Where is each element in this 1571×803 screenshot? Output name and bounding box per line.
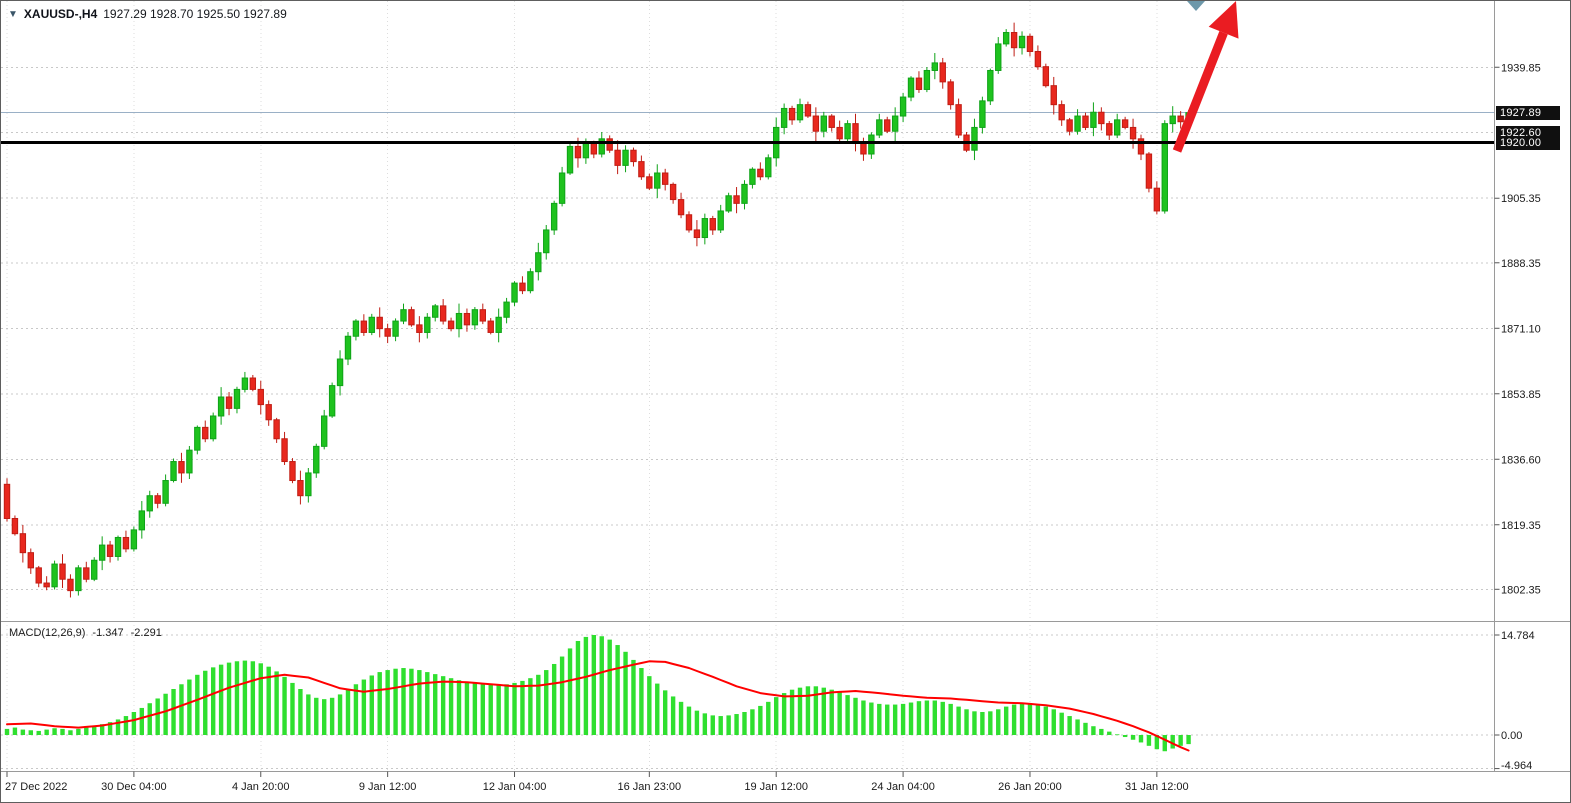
- svg-text:26 Jan 20:00: 26 Jan 20:00: [998, 781, 1062, 793]
- svg-text:-4.964: -4.964: [1501, 760, 1532, 772]
- svg-text:1836.60: 1836.60: [1501, 454, 1541, 466]
- svg-text:1871.10: 1871.10: [1501, 323, 1541, 335]
- macd-signal-line: [6, 660, 1190, 752]
- level-price-label: 1920.00: [1496, 135, 1560, 150]
- symbol-dropdown-icon[interactable]: ▼: [8, 8, 18, 20]
- svg-text:27 Dec 2022: 27 Dec 2022: [5, 781, 67, 793]
- svg-text:1853.85: 1853.85: [1501, 389, 1541, 401]
- up-arrow-annotation[interactable]: [1172, 1, 1239, 153]
- svg-text:12 Jan 04:00: 12 Jan 04:00: [483, 781, 547, 793]
- current-price-label: 1927.89: [1496, 105, 1560, 120]
- macd-value-main: -1.347: [92, 627, 124, 639]
- candlestick-series: [3, 22, 1192, 598]
- svg-text:4 Jan 20:00: 4 Jan 20:00: [232, 781, 290, 793]
- macd-indicator-label: MACD(12,26,9) -1.347 -2.291: [9, 627, 162, 639]
- horizontal-grid: [1, 66, 1494, 770]
- object-anchor-marker[interactable]: [1187, 1, 1205, 11]
- svg-text:1802.35: 1802.35: [1501, 584, 1541, 596]
- svg-text:1819.35: 1819.35: [1501, 520, 1541, 532]
- symbol-title: XAUUSD-,H4: [23, 7, 98, 21]
- svg-text:1888.35: 1888.35: [1501, 258, 1541, 270]
- svg-text:14.784: 14.784: [1501, 630, 1535, 642]
- svg-text:24 Jan 04:00: 24 Jan 04:00: [871, 781, 935, 793]
- svg-text:31 Jan 12:00: 31 Jan 12:00: [1125, 781, 1189, 793]
- price-scale[interactable]: 1939.85 1905.35 1888.35 1871.10 1853.85 1836.…: [1494, 62, 1541, 772]
- macd-name: MACD(12,26,9): [9, 627, 86, 639]
- macd-histogram: [4, 635, 1191, 752]
- svg-text:9 Jan 12:00: 9 Jan 12:00: [359, 781, 417, 793]
- pane-separators: [1, 1, 1570, 772]
- svg-text:1939.85: 1939.85: [1501, 62, 1541, 74]
- time-scale[interactable]: 27 Dec 2022 30 Dec 04:00 4 Jan 20:00 9 Jan …: [5, 771, 1189, 794]
- svg-text:0.00: 0.00: [1501, 730, 1522, 742]
- ohlc-readout: 1927.29 1928.70 1925.50 1927.89: [103, 7, 287, 21]
- macd-value-signal: -2.291: [130, 627, 162, 639]
- svg-text:1905.35: 1905.35: [1501, 193, 1541, 205]
- svg-text:19 Jan 12:00: 19 Jan 12:00: [744, 781, 808, 793]
- svg-text:16 Jan 23:00: 16 Jan 23:00: [618, 781, 682, 793]
- chart-header: ▼ XAUUSD-,H4 1927.29 1928.70 1925.50 192…: [8, 7, 287, 21]
- svg-text:30 Dec 04:00: 30 Dec 04:00: [101, 781, 166, 793]
